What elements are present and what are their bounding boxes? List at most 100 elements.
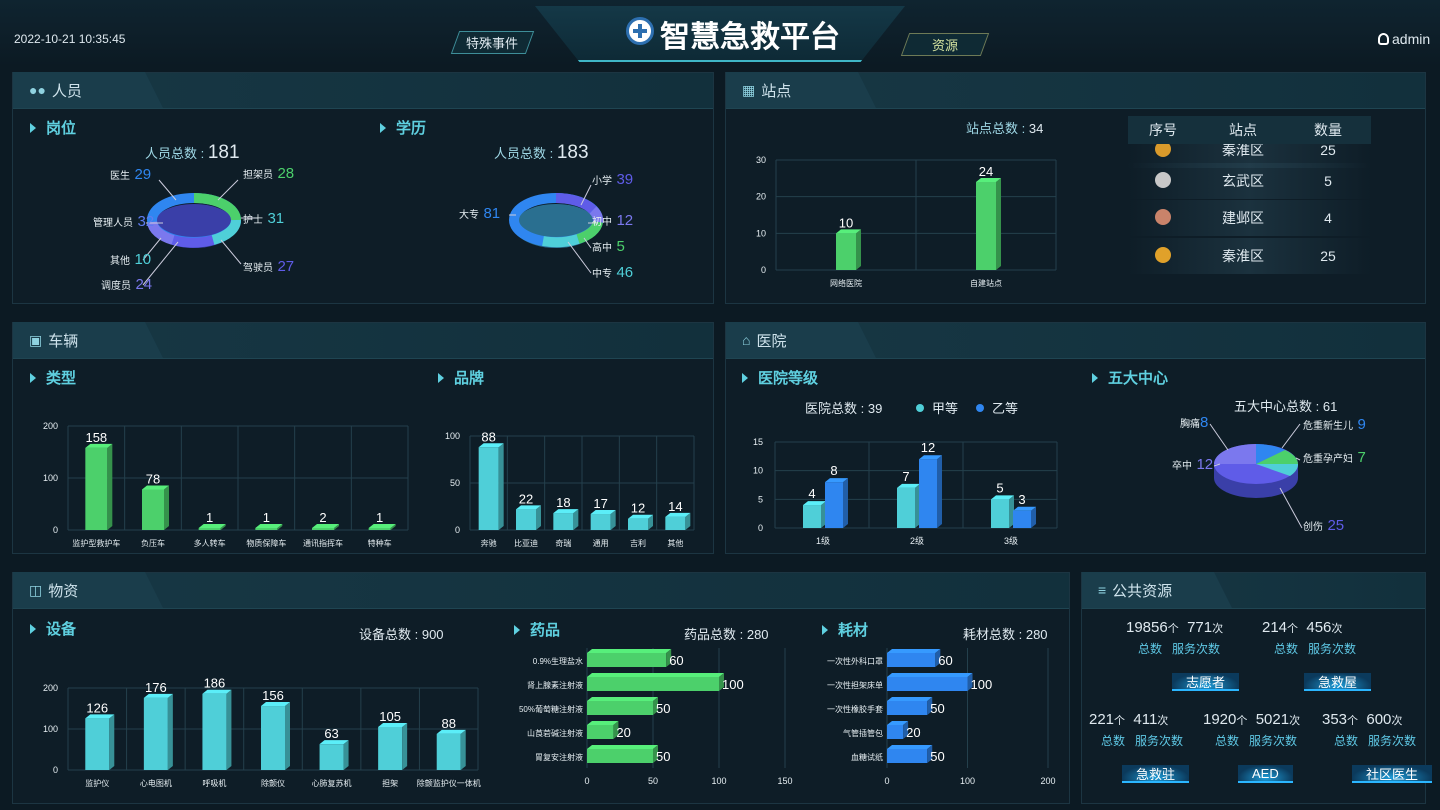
data-label: 60 [938, 653, 952, 668]
bar-top [587, 745, 658, 749]
data-label: 105 [379, 709, 401, 724]
bar-top [142, 485, 169, 490]
x-tick: 2级 [910, 535, 924, 546]
vehicle-brand-chart: 0 50 100 88 奔驰 22 比亚迪 18 奇瑞 17 通用 12 吉利 14 其他 [445, 429, 695, 548]
bar [587, 653, 667, 667]
bar-side [937, 455, 942, 528]
user-menu[interactable]: admin [1378, 31, 1430, 47]
post-donut [142, 179, 258, 286]
truck-icon: ▣ [29, 331, 43, 348]
y-tick: 一次性橡胶手套 [827, 704, 883, 714]
bar-side [402, 722, 408, 770]
x-tick: 心肺复苏机 [312, 778, 352, 788]
y-tick: 50 [450, 478, 460, 488]
post-label-dispatcher: 调度员 24 [101, 276, 153, 293]
bar [887, 677, 968, 691]
bar [587, 749, 653, 763]
bar-top [887, 721, 909, 725]
consumables-chart: 0 100 200 60 一次性外科口罩 100 一次性担架床单 50 一次性橡胶手套 20 气管插… [827, 648, 1056, 786]
table-row[interactable]: 建邺区 4 [1128, 200, 1371, 236]
bar-side [653, 697, 658, 715]
public-total: 221 [1089, 711, 1115, 728]
y-tick: 10 [756, 228, 766, 238]
table-row[interactable]: 玄武区 5 [1128, 163, 1371, 199]
data-label: 17 [593, 496, 607, 511]
bar-side [719, 673, 724, 691]
table-row[interactable]: 秦淮区 25 [1128, 238, 1371, 274]
bar-side [996, 178, 1001, 270]
bar-side [226, 689, 232, 770]
bar-top [836, 229, 861, 234]
data-label: 10 [839, 215, 853, 230]
edu-label-vocational: 中专 46 [592, 264, 634, 281]
public-resource-button[interactable]: 志愿者 [1172, 673, 1240, 691]
public-stat: 353个 600次 总数 服务次数 [1322, 711, 1417, 748]
public-stat: 19856个 771次 总数 服务次数 [1126, 619, 1224, 656]
public-resource-button[interactable]: AED [1238, 765, 1293, 783]
bar-top [887, 649, 941, 653]
x-tick: 150 [777, 776, 792, 786]
bar [976, 182, 996, 270]
bar [590, 514, 611, 530]
silver-medal-icon [1155, 171, 1171, 188]
special-events-button[interactable]: 特殊事件 [450, 31, 535, 54]
public-resource-button[interactable]: 急救屋 [1304, 673, 1372, 691]
vehicle-brand-subtitle: 品牌 [438, 367, 484, 388]
supplies-tab: ◫ 物资 [13, 572, 1069, 609]
y-tick: 5 [758, 494, 763, 504]
bar-side [343, 740, 349, 770]
bar [198, 528, 221, 530]
bar [436, 733, 461, 770]
public-resource-button[interactable]: 急救驻 [1122, 765, 1190, 783]
bar-side [843, 478, 848, 528]
y-tick: 100 [445, 431, 460, 441]
edu-total: 人员总数 : 183 [494, 142, 589, 163]
page-title: 智慧急救平台 [660, 21, 840, 54]
bar [803, 505, 821, 528]
x-tick: 多人转车 [194, 538, 226, 548]
x-tick: 奇瑞 [555, 538, 571, 548]
medicine-total: 药品总数 : 280 [684, 627, 769, 642]
data-label: 50 [930, 701, 944, 716]
bar-top [887, 673, 973, 677]
bar-top [590, 510, 616, 515]
medicine-chart: 0 50 100 150 60 0.9%生理盐水 100 肾上腺素注射液 50 50%葡萄糖注射液… [519, 648, 793, 786]
station-total: 站点总数 : 34 [966, 121, 1044, 136]
bar [919, 459, 937, 528]
bar [368, 528, 391, 530]
user-icon [1378, 33, 1389, 45]
x-tick: 吉利 [630, 538, 646, 548]
public-total: 1920 [1203, 711, 1237, 728]
resource-button[interactable]: 资源 [900, 33, 990, 56]
bar-side [390, 524, 396, 530]
bar-top [85, 714, 115, 719]
bar-top [887, 745, 933, 749]
public-stat: 1920个 5021次 总数 服务次数 [1203, 711, 1301, 748]
bar-top [85, 443, 113, 448]
data-label: 22 [519, 491, 533, 506]
bar [261, 706, 285, 770]
data-label: 1 [206, 510, 213, 525]
equipment-total: 设备总数 : 900 [359, 627, 444, 642]
data-label: 50 [656, 701, 670, 716]
bar [825, 482, 843, 528]
gold-medal-icon [1155, 140, 1171, 157]
layers-icon: ≡ [1098, 582, 1107, 598]
bar-top [478, 443, 504, 448]
public-service: 411 [1133, 711, 1158, 728]
post-label-admin: 管理人员 32 [93, 213, 155, 230]
bar-top [919, 455, 942, 460]
public-total: 214 [1262, 619, 1288, 636]
consumables-total: 耗材总数 : 280 [963, 627, 1048, 642]
bar-side [1031, 506, 1036, 528]
bar [665, 516, 686, 530]
legend-dot-a [916, 403, 924, 412]
x-tick: 物质保障车 [246, 538, 286, 548]
x-tick: 网络医院 [830, 278, 862, 288]
center-label-maternal: 危重孕产妇 7 [1303, 449, 1366, 466]
data-label: 50 [930, 749, 944, 764]
bar [991, 499, 1009, 528]
public-resource-button[interactable]: 社区医生 [1352, 765, 1433, 783]
public-tab: ≡ 公共资源 [1082, 572, 1425, 609]
bronze-medal-icon [1155, 208, 1171, 225]
